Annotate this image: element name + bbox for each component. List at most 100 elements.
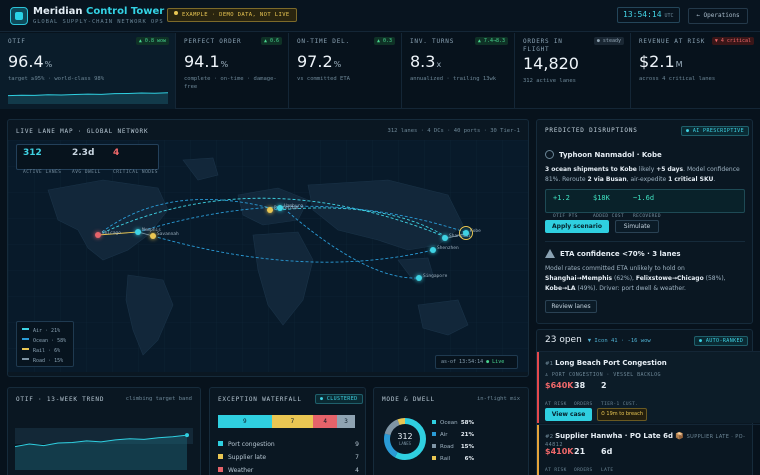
impact-metrics: +1.2 OTIF PTS $18K ADDED COST ~1.6d RECOVER…: [545, 189, 745, 219]
auto-ranked-tag: ● AUTO-RANKED: [694, 336, 749, 346]
map-node-label: Rotterdam: [274, 206, 299, 211]
kpi-value: 14,820: [523, 54, 579, 73]
kpi-sub: 312 active lanes: [523, 78, 576, 84]
legend-air: Air · 21%: [22, 326, 68, 336]
event-typhoon-text: 3 ocean shipments to Kobe likely +5 days…: [545, 166, 740, 183]
kpi-badge: ▼ 4 critical: [711, 37, 754, 45]
kpi-sub: across 4 critical lanes: [639, 76, 716, 82]
kpi-otif[interactable]: OTIF ▲ 0.8 wow 96.4% target ≥95% · world…: [0, 33, 176, 109]
event-eta-text: Model rates committed ETA unlikely to ho…: [545, 265, 726, 292]
otif-trend-chart: [15, 428, 193, 470]
panel-meta: 312 lanes · 4 DCs · 40 ports · 30 Tier-1: [387, 128, 520, 134]
metric-late: 6d LATE: [601, 447, 614, 473]
mode-dwell-panel: MODE & DWELL in-flight mix 312 LANES Oce…: [373, 387, 529, 475]
warning-icon: [545, 249, 555, 258]
panel-title: PREDICTED DISRUPTIONS: [545, 127, 638, 134]
metric-orders: 21 ORDERS: [574, 447, 593, 473]
stat-critical-nodes: 4 CRITICAL NODES: [113, 148, 158, 175]
map-node-label: Hamburg: [284, 204, 303, 209]
lane-map-panel: LIVE LANE MAP · GLOBAL NETWORK 312 lanes…: [7, 119, 529, 377]
app-logo: [10, 7, 28, 25]
review-lanes-button[interactable]: Review lanes: [545, 300, 597, 313]
app-subtitle: GLOBAL SUPPLY-CHAIN NETWORK OPS: [33, 19, 164, 25]
kpi-orders-in-flight[interactable]: ORDERS IN FLIGHT ● steady 14,820 312 act…: [515, 33, 631, 109]
spark-area: [8, 92, 168, 104]
demo-badge: EXAMPLE · DEMO DATA, NOT LIVE: [167, 8, 297, 22]
waterfall-row-port[interactable]: Port congestion 9: [218, 439, 359, 451]
kpi-revenue-at-risk[interactable]: REVENUE AT RISK ▼ 4 critical $2.1M acros…: [631, 33, 760, 109]
panel-meta: in-flight mix: [476, 396, 520, 402]
map-node-label: Savannah: [157, 232, 179, 237]
apply-scenario-button[interactable]: Apply scenario: [545, 220, 609, 233]
simulate-button[interactable]: Simulate: [615, 220, 659, 233]
donut-slice-air: [384, 418, 426, 460]
kpi-on-time[interactable]: ON-TIME DEL. ▲ 0.3 97.2% vs committed ET…: [289, 33, 402, 109]
severity-bar: [537, 352, 539, 423]
anchor-icon: ⚓: [545, 372, 549, 378]
panel-title: LIVE LANE MAP · GLOBAL NETWORK: [16, 128, 149, 135]
queue-header: 23 open ▼ Icon 41 · -16 wow: [545, 335, 651, 345]
map-node-savannah[interactable]: Savannah: [150, 232, 179, 239]
panel-title: OTIF · 13-WEEK TREND: [16, 396, 105, 403]
queue-item[interactable]: #2 Supplier Hanwha · PO Late 6d 📦 SUPPLIE…: [537, 424, 760, 475]
map-asof: as-of 13:54:14 ● Live: [435, 355, 518, 369]
kpi-value: 94.1%: [184, 52, 229, 71]
kpi-inv-turns[interactable]: INV. TURNS ▲ 7.4→8.3 8.3x annualized · t…: [402, 33, 515, 109]
event-typhoon-title: Typhoon Nanmadol · Kobe: [545, 150, 662, 159]
severity-bar: [537, 425, 539, 475]
map-node-shanghai[interactable]: Shanghai: [442, 234, 471, 241]
map-node-memphis[interactable]: Memphis: [135, 228, 161, 235]
kpi-label: ON-TIME DEL.: [297, 38, 350, 45]
kpi-label: ORDERS IN FLIGHT: [523, 38, 563, 53]
queue-item-sub: ⚓ PORT CONGESTION · VESSEL BACKLOG: [545, 372, 661, 378]
map-node-shenzhen[interactable]: Shenzhen: [430, 246, 459, 253]
metric-cost: $18K ADDED COST: [593, 194, 625, 219]
waterfall-segment[interactable]: 9: [218, 415, 272, 428]
kpi-strip: OTIF ▲ 0.8 wow 96.4% target ≥95% · world…: [0, 33, 760, 109]
kpi-label: REVENUE AT RISK: [639, 38, 706, 45]
kpi-label: OTIF: [8, 38, 26, 45]
legend-ocean: Ocean · 58%: [22, 336, 68, 346]
waterfall-segment[interactable]: 3: [337, 415, 355, 428]
sla-timer-badge: ⏱ 19m to breach: [597, 408, 647, 421]
waterfall-segment[interactable]: 7: [271, 415, 314, 428]
map-node-label: Chicago: [102, 231, 121, 236]
storm-icon: [545, 150, 554, 159]
waterfall-segment[interactable]: 4: [313, 415, 338, 428]
otif-trend-panel: OTIF · 13-WEEK TREND climbing target ban…: [7, 387, 201, 475]
exception-queue-panel: 23 open ▼ Icon 41 · -16 wow ● AUTO-RANKED…: [536, 329, 760, 475]
utc-clock: 13:54:14 UTC: [617, 7, 680, 23]
queue-item[interactable]: #1 Long Beach Port Congestion ⚓ PORT CONG…: [537, 351, 760, 423]
view-case-button[interactable]: View case: [545, 408, 592, 421]
metric-orders: 38 ORDERS: [574, 381, 593, 407]
map-node-label: Kobe: [470, 229, 481, 234]
map-stats: 312 ACTIVE LANES 2.3d AVG DWELL 4 CRITICAL …: [16, 144, 159, 175]
app-title: Meridian Control Tower: [33, 6, 165, 17]
legend-rail: Rail · 6%: [22, 346, 68, 356]
top-header: Meridian Control Tower GLOBAL SUPPLY-CHA…: [0, 0, 760, 32]
donut-slice-rail: [384, 418, 426, 460]
kpi-perfect-order[interactable]: PERFECT ORDER ▲ 0.6 94.1% complete · on-…: [176, 33, 289, 109]
waterfall-row-supplier[interactable]: Supplier late 7: [218, 452, 359, 464]
waterfall-row-weather[interactable]: Weather 4: [218, 465, 359, 475]
mode-donut-chart: [384, 418, 426, 460]
map-node-label: Singapore: [423, 274, 448, 279]
panel-title: EXCEPTION WATERFALL: [218, 396, 302, 403]
mode-row-ocean: Ocean 58%: [432, 418, 474, 429]
map-node-hamburg[interactable]: Hamburg: [277, 204, 303, 211]
map-node-rotterdam[interactable]: Rotterdam: [267, 206, 298, 213]
world-map[interactable]: Chicago Memphis Savannah Rotterdam Hamburg Sh…: [8, 140, 528, 372]
clustered-tag: ● CLUSTERED: [315, 394, 363, 404]
kpi-sub: complete · on-time · damage-free: [184, 76, 277, 90]
operations-button[interactable]: ← Operations: [688, 8, 748, 24]
kpi-value: 96.4%: [8, 52, 53, 71]
metric-otif: +1.2 OTIF PTS: [553, 194, 578, 219]
map-node-singapore[interactable]: Singapore: [416, 274, 447, 281]
kpi-badge: ▲ 0.6: [260, 37, 282, 45]
land-masses: [47, 157, 469, 356]
trend-line: [15, 434, 188, 448]
stat-avg-dwell: 2.3d AVG DWELL: [72, 148, 101, 175]
map-node-chicago[interactable]: Chicago: [95, 231, 121, 238]
